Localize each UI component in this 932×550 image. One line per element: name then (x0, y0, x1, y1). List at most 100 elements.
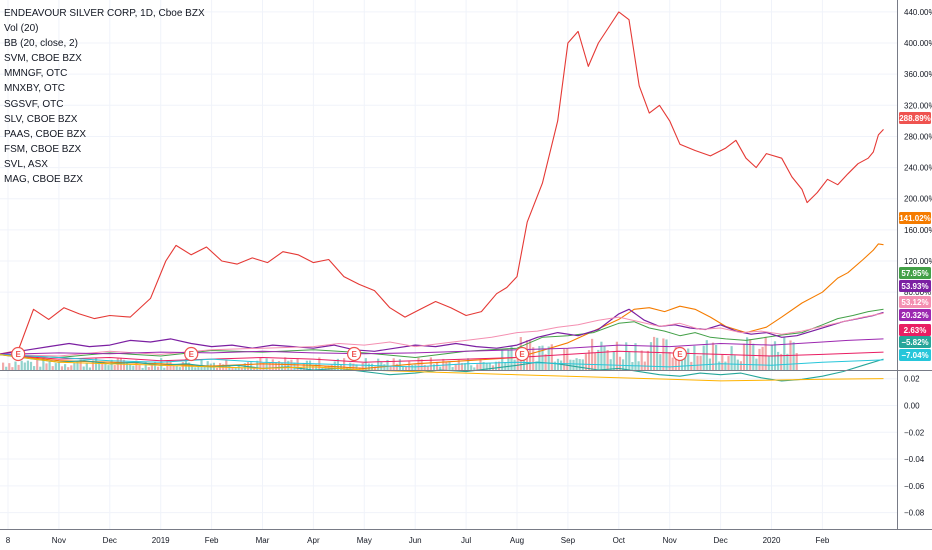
volume-bar (191, 364, 194, 370)
y-tick-label: 280.00% (904, 132, 932, 141)
volume-bar (144, 361, 147, 370)
legend-item[interactable]: SGSVF, OTC (4, 98, 64, 110)
volume-bar (82, 366, 85, 370)
volume-bar (451, 367, 454, 370)
volume-bar (11, 367, 14, 370)
volume-bar (426, 366, 429, 370)
volume-bar (730, 346, 733, 370)
series-line (0, 312, 884, 357)
volume-bar (783, 337, 786, 370)
volume-bar (26, 360, 29, 370)
legend-item[interactable]: SLV, CBOE BZX (4, 113, 78, 125)
volume-bar (615, 341, 618, 370)
volume-bar (646, 350, 649, 370)
legend-item[interactable]: BB (20, close, 2) (4, 38, 78, 50)
volume-bar (51, 366, 54, 370)
volume-bar (711, 342, 715, 370)
volume-bar (560, 360, 563, 370)
volume-bar (724, 361, 727, 370)
indicator-tick-label: −0.06 (904, 482, 925, 491)
series-lines (0, 11, 884, 382)
volume-bar (256, 360, 259, 370)
volume-bar (516, 350, 519, 370)
volume-bar (556, 358, 560, 370)
volume-bar (401, 367, 405, 370)
price-badge: 53.12% (899, 296, 931, 308)
x-tick-label: Mar (256, 536, 270, 545)
volume-bar (153, 361, 157, 370)
event-marker[interactable]: E (672, 346, 687, 362)
volume-bar (392, 358, 395, 370)
event-marker-label: E (189, 350, 195, 359)
volume-bar (662, 338, 665, 370)
volume-bar (262, 362, 265, 370)
volume-bar (777, 351, 780, 370)
volume-bar (755, 358, 758, 370)
legend-item[interactable]: FSM, CBOE BZX (4, 143, 82, 155)
volume-bar (786, 353, 789, 370)
volume-bar (563, 349, 566, 370)
legend-item[interactable]: SVL, ASX (4, 158, 48, 170)
x-tick-label: 2019 (152, 536, 170, 545)
volume-bar (57, 361, 60, 370)
legend-item[interactable]: ENDEAVOUR SILVER CORP, 1D, Cboe BZX (4, 8, 205, 19)
volume-bar (746, 337, 749, 370)
volume-bar (532, 347, 535, 370)
volume-bar (2, 362, 5, 370)
y-tick-label: 400.00% (904, 39, 932, 48)
volume-bar (374, 366, 377, 370)
volume-bar (718, 361, 721, 370)
legend-item[interactable]: MAG, CBOE BZX (4, 174, 83, 186)
volume-bar (460, 363, 463, 370)
event-marker[interactable]: E (11, 346, 26, 362)
volume-bar (680, 359, 684, 370)
price-badge: −5.82% (899, 336, 931, 348)
volume-bar (767, 356, 770, 370)
legend-item[interactable]: PAAS, CBOE BZX (4, 128, 87, 140)
price-badge: 288.89% (899, 112, 931, 124)
volume-bar (135, 360, 138, 370)
volume-bar (358, 367, 361, 370)
volume-bar (721, 354, 724, 370)
event-marker[interactable]: E (347, 346, 362, 362)
volume-bar (594, 352, 597, 370)
volume-bar (584, 353, 587, 370)
volume-bar (370, 363, 374, 370)
event-marker-label: E (519, 350, 525, 359)
y-tick-label: 120.00% (904, 257, 932, 266)
event-marker[interactable]: E (514, 346, 530, 362)
volume-bar (569, 359, 572, 370)
price-badge-label: 53.12% (901, 298, 928, 307)
price-badge-bg (899, 324, 931, 336)
volume-bar (684, 352, 687, 370)
series-line (0, 308, 884, 355)
volume-bar (625, 342, 628, 370)
volume-bar (408, 361, 411, 370)
volume-bar (488, 362, 491, 370)
legend-item[interactable]: MNXBY, OTC (4, 83, 65, 95)
legend-item[interactable]: MMNGF, OTC (4, 68, 68, 80)
event-marker[interactable]: E (184, 346, 199, 362)
volume-bar (671, 357, 674, 370)
price-badge-bg (899, 267, 931, 279)
volume-bar (274, 362, 277, 370)
volume-bar (491, 365, 494, 370)
volume-bar (715, 344, 718, 370)
volume-bar (157, 366, 160, 370)
y-tick-label: 160.00% (904, 226, 932, 235)
volume-bar (287, 360, 290, 370)
volume-bar (352, 363, 355, 370)
y-tick-label: 80.00% (904, 288, 931, 297)
volume-bar (432, 364, 436, 370)
indicator-axis-ticks: 0.02 0.00 −0.02 −0.04 −0.06 −0.08 (904, 375, 925, 518)
volume-bar (113, 365, 116, 370)
volume-bar (649, 342, 653, 370)
legend-item[interactable]: SVM, CBOE BZX (4, 53, 82, 65)
indicator-tick-label: 0.02 (904, 375, 920, 384)
legend-item[interactable]: Vol (20) (4, 23, 39, 35)
volume-bar (79, 359, 82, 370)
volume-bar (470, 365, 473, 370)
event-marker-circle (672, 346, 687, 362)
